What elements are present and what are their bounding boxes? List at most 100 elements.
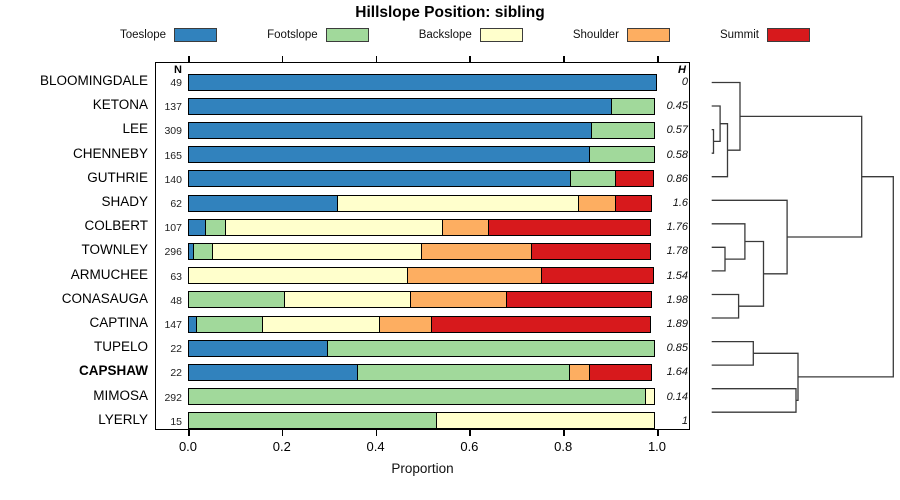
x-tick-label: 0.0 (178, 439, 198, 454)
series-label: GUTHRIE (87, 169, 148, 185)
bar-segment-summit (506, 291, 653, 309)
legend-label: Footslope (267, 29, 318, 41)
bar-segment-backslope (188, 267, 409, 285)
bar-segment-toeslope (188, 339, 329, 357)
bar-segment-footslope (327, 339, 656, 357)
h-value: 1 (681, 414, 688, 427)
bar-segment-backslope (436, 412, 656, 430)
bar-segment-shoulder (378, 315, 433, 333)
x-tick (281, 56, 284, 62)
bar-row (188, 291, 657, 309)
n-value: 15 (170, 415, 182, 428)
n-value: 22 (170, 343, 182, 356)
bar-segment-shoulder (442, 218, 490, 236)
legend-item: Summit (720, 28, 810, 42)
bar-segment-summit (541, 267, 654, 285)
x-tick (375, 430, 378, 436)
legend-swatch (479, 28, 523, 42)
series-label: BLOOMINGDALE (39, 73, 148, 88)
n-value: 309 (164, 125, 182, 138)
x-tick-label: 0.8 (554, 439, 573, 454)
bar-segment-footslope (589, 146, 656, 164)
h-value: 1.89 (666, 318, 688, 330)
plot-box (155, 62, 690, 430)
n-value: 137 (164, 101, 182, 114)
bar-segment-summit (614, 194, 653, 212)
series-label: CONASAUGA (61, 290, 148, 306)
series-label: TUPELO (93, 339, 148, 355)
bar-segment-footslope (188, 291, 286, 309)
n-column-header: N (174, 64, 182, 76)
h-value: 0.58 (666, 148, 688, 161)
bar-segment-footslope (205, 218, 227, 236)
bar-segment-toeslope (188, 146, 591, 164)
n-value: 62 (170, 198, 182, 210)
x-tick (469, 430, 471, 436)
bar-segment-summit (588, 363, 653, 381)
bar-segment-summit (487, 218, 651, 236)
legend-label: Backslope (418, 29, 472, 41)
h-value: 1.64 (666, 366, 688, 379)
h-value: 0.45 (666, 100, 688, 113)
chart-title: Hillslope Position: sibling (355, 4, 545, 21)
bar-segment-footslope (188, 412, 438, 430)
bar-segment-shoulder (569, 363, 591, 381)
x-tick (375, 56, 378, 62)
h-column-header: H (678, 64, 686, 76)
bar-segment-footslope (610, 97, 656, 115)
bar-segment-toeslope (188, 218, 207, 236)
legend-swatch (626, 28, 670, 42)
legend-swatch (174, 28, 218, 42)
legend-item: Backslope (419, 28, 523, 42)
h-value: 1.76 (666, 221, 688, 234)
legend-item: Shoulder (573, 28, 670, 42)
n-value: 107 (164, 222, 182, 235)
x-tick (188, 56, 190, 62)
n-value: 140 (164, 173, 182, 186)
dendrogram-links (711, 81, 894, 413)
series-label: CHENNEBY (72, 145, 148, 161)
legend-label: Shoulder (572, 29, 619, 41)
x-tick (469, 56, 471, 62)
bar-segment-toeslope (188, 194, 339, 212)
x-tick (563, 56, 565, 62)
bar-segment-footslope (357, 363, 571, 381)
bar-row (188, 146, 657, 164)
bar-row (188, 170, 657, 188)
bar-segment-toeslope (188, 73, 657, 91)
series-label: TOWNLEY (81, 242, 148, 258)
series-label: CAPTINA (89, 315, 148, 330)
bar-segment-summit (431, 315, 651, 333)
h-value: 1.78 (666, 245, 688, 258)
series-label: SHADY (101, 194, 148, 209)
h-value: 0.86 (666, 172, 688, 185)
series-label: KETONA (92, 97, 148, 113)
bar-segment-backslope (225, 218, 444, 236)
legend-swatch (766, 28, 810, 42)
bar-row (188, 388, 657, 406)
h-value: 1.54 (666, 269, 688, 282)
bar-segment-shoulder (406, 267, 543, 285)
series-label: MIMOSA (93, 387, 148, 403)
h-value: 1.6 (672, 197, 688, 209)
legend-item: Toeslope (120, 28, 218, 42)
x-tick (281, 430, 284, 436)
h-value: 0.14 (666, 390, 688, 403)
x-tick-label: 0.4 (366, 439, 385, 454)
bar-segment-backslope (284, 291, 412, 309)
legend: Toeslope Footslope Backslope Shoulder Summit (120, 27, 810, 43)
n-value: 63 (170, 270, 182, 283)
bar-segment-shoulder (420, 242, 533, 260)
bar-segment-footslope (192, 242, 214, 260)
x-axis-label: Proportion (391, 461, 454, 476)
legend-swatch (325, 28, 369, 42)
bar-segment-backslope (644, 388, 656, 406)
h-value: 0.57 (666, 124, 688, 137)
x-tick-label: 1.0 (647, 439, 667, 454)
legend-label: Toeslope (120, 29, 167, 41)
legend-label: Summit (719, 29, 759, 41)
n-value: 48 (170, 294, 182, 307)
bar-row (188, 267, 657, 285)
x-tick-label: 0.6 (460, 439, 479, 454)
